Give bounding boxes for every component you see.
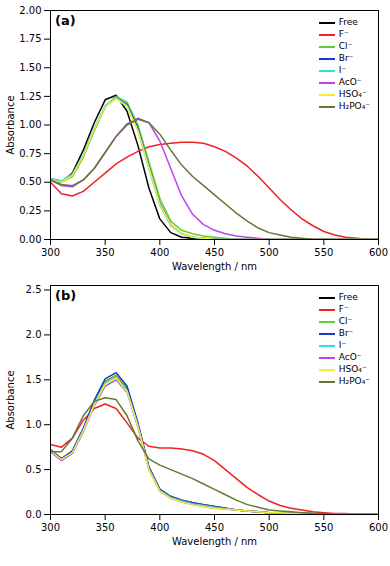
html-text:AcO⁻: AcO⁻ bbox=[338, 77, 362, 87]
html-text:Cl⁻: Cl⁻ bbox=[338, 316, 353, 326]
svg-text:300: 300 bbox=[41, 247, 60, 258]
svg-text:0.00: 0.00 bbox=[19, 234, 41, 245]
svg-text:300: 300 bbox=[41, 522, 60, 533]
html-text:(b): (b) bbox=[55, 288, 77, 303]
svg-text:450: 450 bbox=[205, 247, 224, 258]
svg-text:500: 500 bbox=[260, 522, 279, 533]
svg-text:2.5: 2.5 bbox=[26, 284, 42, 295]
svg-text:550: 550 bbox=[314, 522, 333, 533]
html-text:H₂PO₄⁻: H₂PO₄⁻ bbox=[338, 376, 370, 386]
html-text:I⁻: I⁻ bbox=[338, 340, 347, 350]
svg-text:1.0: 1.0 bbox=[26, 419, 42, 430]
svg-text:Wavelength / nm: Wavelength / nm bbox=[172, 536, 257, 547]
html-text:HSO₄⁻: HSO₄⁻ bbox=[338, 364, 367, 374]
html-text:I⁻: I⁻ bbox=[338, 65, 347, 75]
html-text:(a): (a) bbox=[55, 13, 76, 28]
svg-text:0.75: 0.75 bbox=[19, 148, 41, 159]
html-text:Free: Free bbox=[338, 17, 358, 27]
svg-text:0.0: 0.0 bbox=[26, 509, 42, 520]
html-text:Br⁻: Br⁻ bbox=[338, 328, 354, 338]
html-text:H₂PO₄⁻: H₂PO₄⁻ bbox=[338, 101, 370, 111]
html-text:HSO₄⁻: HSO₄⁻ bbox=[338, 89, 367, 99]
svg-text:600: 600 bbox=[369, 247, 388, 258]
svg-text:Wavelength / nm: Wavelength / nm bbox=[172, 261, 257, 272]
svg-text:500: 500 bbox=[260, 247, 279, 258]
svg-text:0.5: 0.5 bbox=[26, 464, 42, 475]
svg-text:350: 350 bbox=[96, 247, 115, 258]
html-text:Cl⁻: Cl⁻ bbox=[338, 41, 353, 51]
html-text:F⁻: F⁻ bbox=[338, 29, 349, 39]
svg-text:350: 350 bbox=[96, 522, 115, 533]
svg-text:Absorbance: Absorbance bbox=[5, 370, 16, 429]
svg-text:2.00: 2.00 bbox=[19, 5, 41, 16]
svg-text:2.0: 2.0 bbox=[26, 329, 42, 340]
svg-text:450: 450 bbox=[205, 522, 224, 533]
svg-text:1.75: 1.75 bbox=[19, 33, 41, 44]
svg-text:0.50: 0.50 bbox=[19, 176, 41, 187]
svg-text:Absorbance: Absorbance bbox=[5, 95, 16, 154]
svg-text:0.25: 0.25 bbox=[19, 205, 41, 216]
svg-text:1.00: 1.00 bbox=[19, 119, 41, 130]
svg-text:400: 400 bbox=[150, 247, 169, 258]
svg-text:1.25: 1.25 bbox=[19, 91, 41, 102]
html-text:AcO⁻: AcO⁻ bbox=[338, 352, 362, 362]
svg-text:1.5: 1.5 bbox=[26, 374, 42, 385]
html-text:F⁻: F⁻ bbox=[338, 304, 349, 314]
html-text:Br⁻: Br⁻ bbox=[338, 53, 354, 63]
html-text:Free: Free bbox=[338, 292, 358, 302]
svg-text:550: 550 bbox=[314, 247, 333, 258]
svg-text:400: 400 bbox=[150, 522, 169, 533]
svg-text:600: 600 bbox=[369, 522, 388, 533]
svg-text:1.50: 1.50 bbox=[19, 62, 41, 73]
